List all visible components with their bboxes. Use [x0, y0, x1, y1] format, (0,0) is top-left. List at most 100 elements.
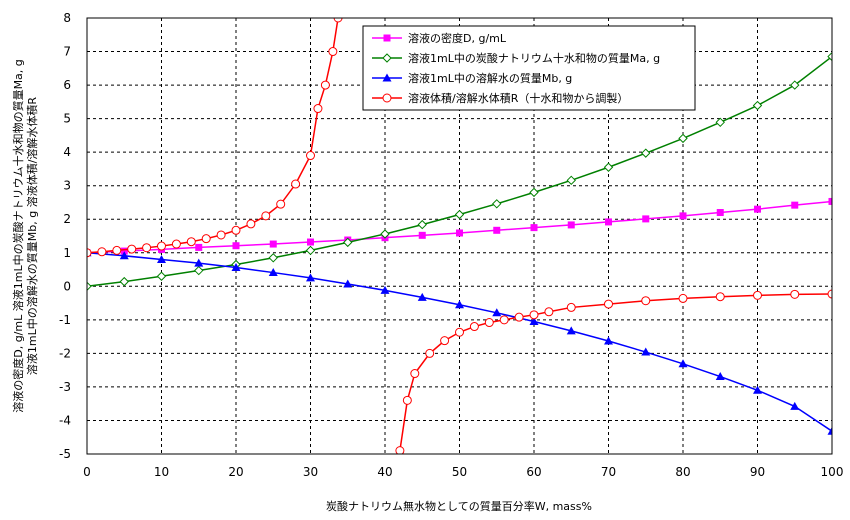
data-point	[246, 219, 256, 229]
data-point	[753, 290, 762, 300]
data-point	[827, 289, 832, 299]
data-point	[156, 271, 167, 281]
data-point	[715, 372, 725, 381]
data-point	[678, 359, 688, 368]
data-point	[514, 312, 524, 322]
data-point	[641, 296, 651, 306]
data-point	[291, 179, 301, 189]
data-point	[752, 100, 763, 111]
data-point	[641, 347, 651, 356]
data-point	[440, 336, 450, 346]
data-point	[313, 104, 323, 114]
x-tick-label: 10	[154, 465, 169, 479]
data-point	[417, 292, 427, 301]
data-point	[529, 317, 539, 326]
y-tick-label: -2	[59, 346, 71, 360]
data-point	[395, 446, 405, 454]
data-point	[261, 211, 271, 221]
y-tick-label: 0	[63, 279, 71, 293]
y-tick-label: 2	[63, 212, 71, 226]
data-point	[469, 322, 479, 332]
data-point	[306, 151, 315, 161]
data-point	[790, 401, 800, 410]
data-point	[171, 239, 181, 249]
data-point	[402, 395, 412, 405]
data-point	[194, 265, 204, 276]
data-point	[112, 245, 122, 255]
data-point	[417, 219, 427, 230]
data-point	[642, 215, 650, 223]
x-axis-label: 炭酸ナトリウム無水物としての質量百分率W, mass%	[326, 499, 592, 513]
data-point	[679, 212, 687, 220]
data-point	[715, 117, 725, 128]
data-point	[530, 224, 538, 232]
data-point	[753, 385, 762, 394]
legend: 溶液の密度D, g/mL 溶液1mL中の炭酸ナトリウム十水和物の質量Ma, g 溶液…	[362, 25, 696, 111]
data-point	[827, 51, 832, 62]
data-point	[455, 300, 464, 309]
data-point	[529, 187, 539, 198]
x-tick-label: 40	[377, 465, 392, 479]
legend-marker	[383, 34, 391, 42]
data-point	[754, 205, 761, 213]
legend-marker	[382, 73, 392, 82]
data-point	[790, 289, 800, 299]
y-tick-label: -3	[59, 380, 71, 394]
data-point	[456, 229, 463, 237]
data-point	[119, 251, 129, 260]
data-point	[454, 209, 465, 220]
y-tick-label: 7	[63, 45, 71, 59]
legend-label: 溶液1mL中の溶解水の質量Mb, g	[408, 71, 572, 85]
y-tick-label: 6	[63, 78, 71, 92]
data-point	[791, 201, 799, 209]
data-point	[194, 258, 204, 267]
data-point	[716, 209, 724, 217]
x-tick-label: 50	[452, 465, 467, 479]
data-point	[605, 218, 612, 226]
data-point	[305, 245, 316, 256]
data-point	[87, 281, 92, 292]
y-tick-label: 4	[63, 145, 71, 159]
legend-label: 溶液1mL中の炭酸ナトリウム十水和物の質量Ma, g	[408, 51, 660, 65]
data-point	[87, 248, 92, 258]
data-point	[231, 263, 241, 272]
data-point	[232, 242, 240, 250]
data-point	[306, 273, 315, 282]
data-point	[790, 80, 800, 90]
data-point	[410, 369, 420, 379]
x-tick-label: 20	[228, 465, 243, 479]
data-point	[566, 302, 576, 312]
data-point	[195, 243, 203, 251]
x-tick-label: 30	[303, 465, 318, 479]
legend-marker	[382, 93, 392, 103]
data-point	[333, 18, 343, 23]
y-tick-label: 3	[63, 179, 71, 193]
data-point	[567, 221, 575, 229]
data-point	[425, 348, 435, 358]
data-point	[641, 148, 651, 158]
y-axis-label-line-1: 溶液の密度D, g/mL 溶液1mL中の炭酸ナトリウム十水和物の質量Ma, g	[11, 59, 25, 413]
series-2	[87, 51, 832, 292]
data-point	[828, 197, 832, 205]
legend-label: 溶液体積/溶解水体積R（十水和物から調製）	[408, 91, 628, 105]
data-point	[604, 336, 613, 345]
y-tick-label: 1	[63, 246, 71, 260]
x-tick-label: 100	[821, 465, 844, 479]
data-point	[119, 276, 129, 287]
data-point	[343, 279, 353, 288]
data-point	[216, 230, 226, 240]
data-point	[715, 292, 725, 302]
data-point	[827, 426, 832, 435]
data-point	[566, 175, 576, 186]
y-tick-label: 5	[63, 112, 71, 126]
x-tick-label: 60	[526, 465, 541, 479]
plot-frame	[86, 17, 833, 455]
data-point	[269, 240, 277, 248]
y-tick-label: -1	[59, 313, 71, 327]
data-point	[268, 268, 278, 277]
data-point	[603, 162, 614, 172]
data-point	[186, 237, 196, 247]
data-point	[544, 307, 554, 317]
y-axis-label: 溶液の密度D, g/mL 溶液1mL中の炭酸ナトリウム十水和物の質量Ma, g …	[11, 59, 39, 413]
